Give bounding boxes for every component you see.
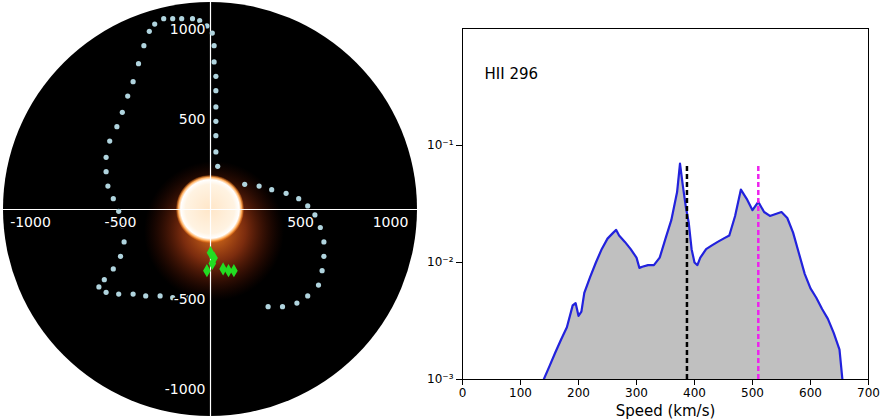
svg-text:200: 200 [567,386,590,400]
svg-text:10⁻³: 10⁻³ [427,372,454,386]
svg-text:0: 0 [459,386,467,400]
svg-text:500: 500 [179,111,206,127]
svg-text:-1000: -1000 [10,214,51,230]
svg-text:1000: 1000 [170,21,206,37]
svg-text:Speed (km/s): Speed (km/s) [616,402,716,419]
svg-text:600: 600 [799,386,822,400]
svg-text:400: 400 [683,386,706,400]
svg-text:300: 300 [625,386,648,400]
svg-text:1000: 1000 [373,214,409,230]
svg-text:-500: -500 [105,214,137,230]
svg-text:700: 700 [857,386,880,400]
svg-text:100: 100 [509,386,532,400]
svg-text:HII 296: HII 296 [485,65,539,83]
svg-text:500: 500 [741,386,764,400]
svg-text:10⁻¹: 10⁻¹ [427,138,454,152]
svg-text:10⁻²: 10⁻² [427,255,454,269]
svg-text:500: 500 [287,214,314,230]
svg-text:-1000: -1000 [165,381,206,397]
svg-text:-500: -500 [174,291,206,307]
